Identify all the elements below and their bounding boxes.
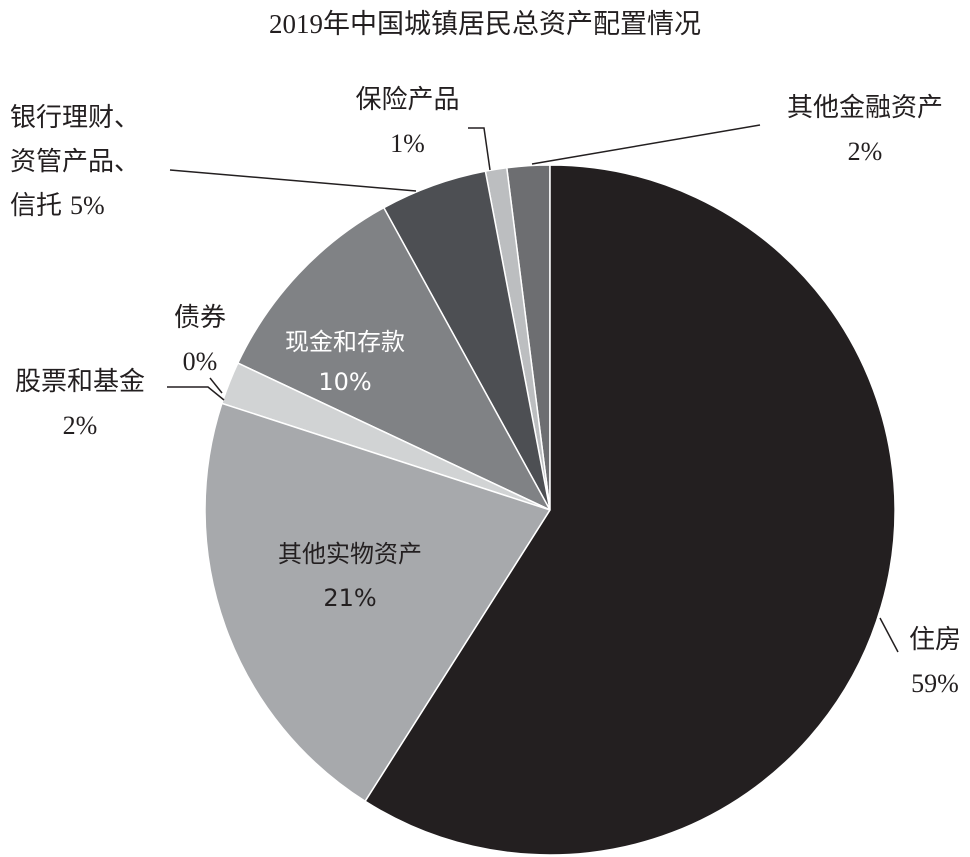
value-label: 1% [390, 129, 425, 158]
value-label: 5% [70, 191, 105, 220]
category-label: 现金和存款 [285, 328, 405, 356]
pie-slice [236, 206, 552, 512]
leader-line [468, 127, 491, 171]
leader-line [209, 377, 223, 394]
pie-slice [204, 402, 552, 803]
leader-line [167, 386, 225, 401]
category-label: 住房 [908, 625, 961, 654]
leader-line [531, 124, 761, 165]
category-label: 其他实物资产 [278, 540, 422, 568]
slice-label: 现金和存款 10% [255, 322, 435, 402]
chart-title: 2019年中国城镇居民总资产配置情况 [269, 9, 701, 39]
value-label: 0% [182, 347, 218, 376]
slice-label: 其他实物资产 21% [230, 532, 470, 620]
slice-label: 保险产品 1% [345, 78, 470, 166]
leader-line [879, 617, 899, 653]
value-label: 2% [847, 137, 883, 166]
value-label: 2% [62, 411, 98, 440]
value-label: 59% [911, 669, 959, 698]
slice-label: 住房 59% [895, 618, 970, 706]
category-label: 保险产品 [355, 85, 460, 114]
category-label: 股票和基金 [14, 367, 145, 396]
slice-label: 银行理财、资管产品、信托 5% [10, 96, 150, 228]
slice-label: 股票和基金 2% [0, 360, 160, 448]
category-label: 银行理财、资管产品、信托 [10, 103, 141, 220]
value-label: 10% [318, 368, 372, 396]
slice-label: 其他金融资产 2% [765, 86, 965, 174]
category-label: 其他金融资产 [786, 93, 943, 122]
value-label: 21% [323, 584, 377, 612]
leader-line [169, 169, 417, 192]
slice-label: 债券 0% [155, 296, 245, 384]
category-label: 债券 [173, 303, 226, 332]
pie-slice [364, 164, 896, 856]
